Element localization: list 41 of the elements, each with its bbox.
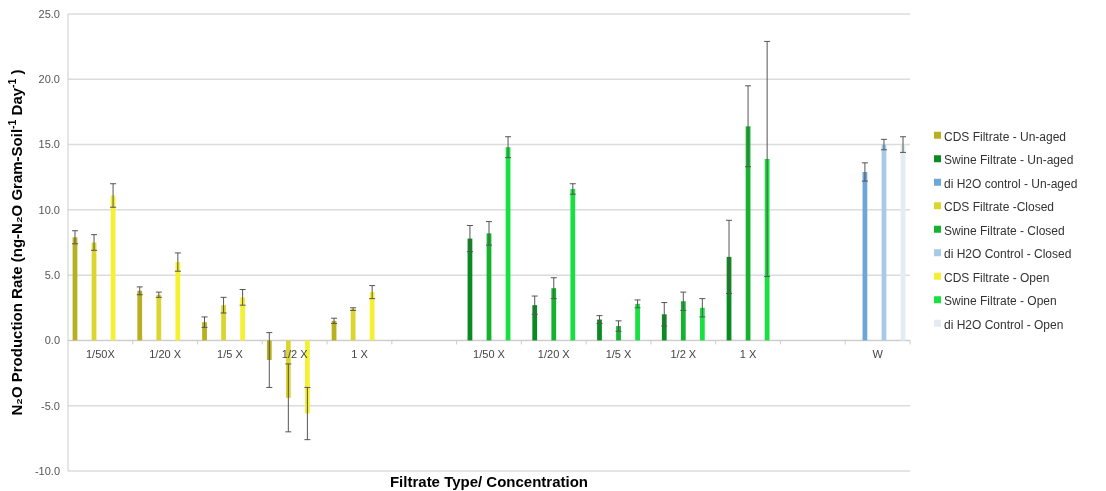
y-tick-label: 15.0 bbox=[38, 138, 60, 151]
y-tick-label: 5.0 bbox=[44, 268, 60, 281]
bar bbox=[680, 301, 686, 341]
bar bbox=[305, 340, 310, 414]
bar bbox=[137, 290, 143, 341]
legend-label: di H2O control - Un-aged bbox=[944, 176, 1078, 191]
legend-label: di H2O Control - Closed bbox=[944, 247, 1072, 262]
y-tick-label: -5.0 bbox=[41, 399, 60, 412]
legend-label: Swine Filtrate - Closed bbox=[944, 223, 1065, 238]
bar bbox=[597, 319, 602, 341]
bar bbox=[551, 288, 557, 341]
legend-label: CDS Filtrate -Closed bbox=[944, 200, 1055, 215]
x-tick-label: 1/20 X bbox=[537, 348, 571, 361]
bar bbox=[369, 292, 375, 341]
x-tick-label: W bbox=[872, 348, 884, 361]
y-tick-label: -10.0 bbox=[34, 464, 60, 477]
x-axis-title: Filtrate Type/ Concentration bbox=[389, 473, 589, 490]
x-tick-label: 1/5 X bbox=[605, 348, 633, 361]
bar bbox=[570, 188, 576, 341]
legend-label: CDS Filtrate - Open bbox=[944, 270, 1050, 285]
bar bbox=[635, 303, 640, 341]
x-tick-label: 1 X bbox=[739, 348, 757, 361]
legend-label: Swine Filtrate - Open bbox=[944, 294, 1057, 309]
bar bbox=[532, 305, 538, 341]
x-tick-label: 1/50 X bbox=[473, 348, 506, 361]
x-tick-label: 1/5 X bbox=[217, 348, 244, 361]
bar bbox=[156, 294, 162, 341]
x-tick-label: 1/50X bbox=[86, 348, 116, 361]
y-tick-label: 25.0 bbox=[38, 7, 60, 20]
bar bbox=[221, 305, 226, 341]
legend-label: di H2O Control - Open bbox=[944, 317, 1064, 332]
x-tick-label: 1 X bbox=[351, 348, 369, 361]
y-tick-label: 0.0 bbox=[44, 334, 60, 347]
y-tick-label: 10.0 bbox=[38, 203, 60, 216]
y-tick-label: 20.0 bbox=[38, 73, 60, 86]
legend-label: CDS Filtrate - Un-aged bbox=[944, 129, 1067, 144]
x-tick-label: 1/20 X bbox=[149, 348, 182, 361]
bar bbox=[240, 297, 245, 341]
x-tick-label: 1/2 X bbox=[670, 348, 697, 361]
legend-label: Swine Filtrate - Un-aged bbox=[944, 153, 1074, 168]
bar bbox=[175, 262, 181, 341]
